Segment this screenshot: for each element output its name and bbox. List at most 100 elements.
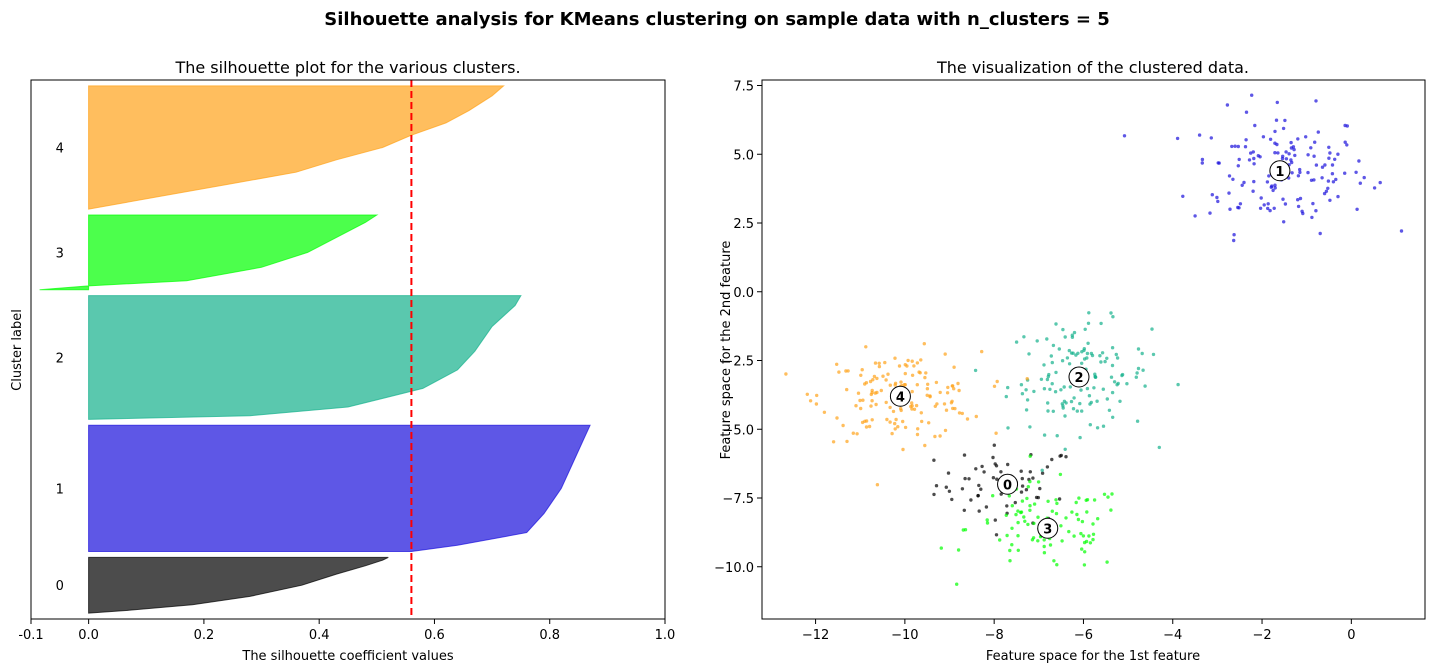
scatter-point <box>1035 339 1039 343</box>
scatter-point <box>835 362 839 366</box>
scatter-point <box>1069 399 1074 404</box>
x-tick-label: 0.2 <box>194 628 215 643</box>
scatter-point <box>1193 214 1197 218</box>
cluster-centers: 0 1 2 3 4 <box>889 160 1291 539</box>
scatter-point <box>1004 394 1008 399</box>
cluster-center-label: 2 <box>1074 371 1083 386</box>
scatter-point <box>1225 103 1230 107</box>
scatter-point <box>1313 140 1317 144</box>
scatter-point <box>1109 311 1113 315</box>
scatter-point <box>1282 220 1286 224</box>
cluster-center-marker <box>1269 160 1291 182</box>
scatter-point <box>1330 172 1335 176</box>
scatter-point <box>1087 394 1092 398</box>
scatter-point <box>977 509 981 513</box>
scatter-point <box>918 371 922 375</box>
scatter-point <box>1106 495 1110 499</box>
scatter-point <box>1032 502 1037 506</box>
scatter-point <box>1250 93 1254 97</box>
cluster-center-label: 4 <box>896 390 905 405</box>
scatter-point <box>875 376 879 381</box>
scatter-point <box>995 379 999 384</box>
scatter-point <box>1085 510 1089 514</box>
scatter-point <box>1314 163 1319 167</box>
scatter-point <box>1362 175 1366 180</box>
scatter-point <box>1256 154 1261 158</box>
scatter-point <box>1100 351 1105 355</box>
scatter-point <box>1300 209 1304 213</box>
scatter-point <box>945 391 950 395</box>
scatter-point <box>998 538 1002 542</box>
scatter-point <box>1039 377 1044 381</box>
scatter-point <box>903 425 908 430</box>
scatter-point <box>943 428 948 433</box>
scatter-point <box>1068 385 1073 389</box>
scatter-point <box>875 483 880 487</box>
scatter-point <box>899 380 903 384</box>
scatter-point <box>1209 136 1214 140</box>
scatter-point <box>814 402 819 406</box>
scatter-point <box>903 371 907 376</box>
scatter-point <box>1080 519 1085 524</box>
scatter-point <box>1273 186 1277 190</box>
scatter-point <box>1232 238 1236 243</box>
scatter-point <box>1111 415 1115 419</box>
scatter-plot-frame <box>761 79 1426 620</box>
scatter-point <box>1296 137 1300 141</box>
scatter-point <box>1217 161 1221 165</box>
scatter-point <box>845 439 849 444</box>
scatter-point <box>1074 500 1078 505</box>
scatter-point <box>1232 233 1236 237</box>
scatter-point <box>1055 501 1059 506</box>
scatter-point <box>1014 512 1018 517</box>
scatter-point <box>1079 531 1083 536</box>
scatter-point <box>808 399 813 403</box>
scatter-point <box>1258 206 1263 210</box>
scatter-point <box>1091 537 1095 542</box>
scatter-point <box>952 365 956 369</box>
scatter-point <box>873 361 878 365</box>
scatter-point <box>1059 388 1063 392</box>
scatter-point <box>1304 135 1308 139</box>
scatter-point <box>877 361 881 365</box>
y-tick-label: 5.0 <box>733 148 754 163</box>
scatter-point <box>1054 498 1058 502</box>
scatter-point <box>1259 196 1263 200</box>
silhouette-x-ticks: -0.1 0.0 0.2 0.4 0.6 0.8 1.0 <box>18 619 675 643</box>
scatter-point <box>1007 494 1011 498</box>
scatter-point <box>1312 154 1316 158</box>
scatter-point <box>1118 399 1122 403</box>
scatter-point <box>1306 170 1310 175</box>
scatter-point <box>920 419 924 424</box>
scatter-point <box>956 548 961 552</box>
scatter-point <box>1298 170 1302 175</box>
scatter-point <box>905 364 909 368</box>
scatter-point <box>1328 151 1332 155</box>
scatter-point <box>1076 517 1081 522</box>
y-tick-label: 7.5 <box>733 80 754 95</box>
silhouette-plot-axes: -0.1 0.0 0.2 0.4 0.6 0.8 1.0 0 1 2 3 4 The silhoue… <box>10 58 675 664</box>
scatter-point <box>1261 135 1266 139</box>
silhouette-fill-cluster-2 <box>88 295 522 420</box>
scatter-point <box>1051 409 1056 413</box>
scatter-point <box>1237 206 1241 210</box>
scatter-point <box>1151 352 1156 357</box>
scatter-point <box>976 493 980 498</box>
scatter-point <box>1089 351 1094 356</box>
scatter-point <box>1095 399 1099 403</box>
scatter-point <box>965 417 970 421</box>
scatter-point <box>1251 189 1255 193</box>
scatter-point <box>1327 145 1331 149</box>
scatter-point <box>938 390 942 395</box>
scatter-point <box>1281 126 1286 131</box>
scatter-point <box>1024 408 1029 412</box>
scatter-point <box>1242 180 1246 185</box>
scatter-point <box>1324 189 1329 193</box>
scatter-point <box>1036 480 1041 484</box>
cluster-center-label: 1 <box>1275 165 1284 180</box>
scatter-point <box>1343 171 1347 175</box>
scatter-point <box>1006 385 1010 390</box>
scatter-point <box>841 423 845 428</box>
scatter-point <box>1253 123 1257 128</box>
